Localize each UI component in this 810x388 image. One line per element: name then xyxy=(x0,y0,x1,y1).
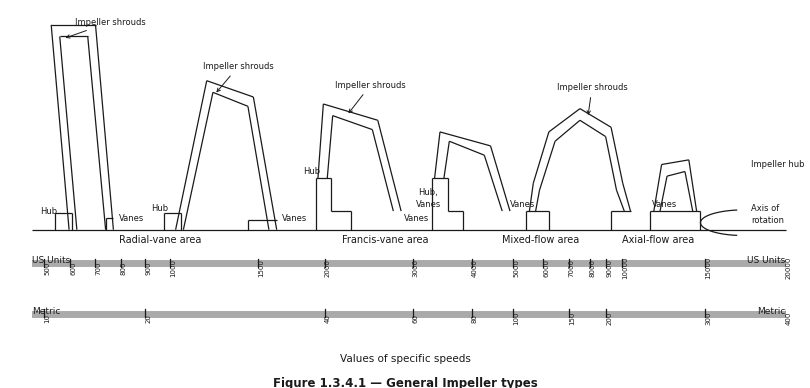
Text: 500: 500 xyxy=(45,262,50,275)
Text: 8000: 8000 xyxy=(590,259,596,277)
Text: Hub: Hub xyxy=(40,207,58,216)
Text: 7000: 7000 xyxy=(569,259,575,277)
Text: Impeller shrouds: Impeller shrouds xyxy=(335,81,406,113)
Text: 100: 100 xyxy=(513,312,519,326)
Text: 4000: 4000 xyxy=(471,259,478,277)
Text: US Units: US Units xyxy=(32,256,70,265)
Text: Mixed-flow area: Mixed-flow area xyxy=(502,235,580,245)
Text: Impeller shrouds: Impeller shrouds xyxy=(202,62,274,92)
Text: 2000: 2000 xyxy=(325,259,330,277)
Text: 1500: 1500 xyxy=(258,259,264,277)
Text: Axis of: Axis of xyxy=(751,204,779,213)
Text: Hub: Hub xyxy=(303,167,320,176)
Text: 40: 40 xyxy=(325,314,330,323)
Text: rotation: rotation xyxy=(751,216,784,225)
Text: Vanes: Vanes xyxy=(652,200,677,209)
Text: 15000: 15000 xyxy=(705,257,711,279)
Text: 300: 300 xyxy=(705,312,711,326)
Text: Vanes: Vanes xyxy=(282,214,307,223)
Text: 200: 200 xyxy=(607,312,612,325)
Text: 10: 10 xyxy=(45,314,50,323)
Text: 60: 60 xyxy=(413,314,419,323)
Text: 800: 800 xyxy=(121,262,126,275)
Text: 700: 700 xyxy=(95,262,101,275)
Text: US Units: US Units xyxy=(748,256,786,265)
Text: Figure 1.3.4.1 — General Impeller types: Figure 1.3.4.1 — General Impeller types xyxy=(273,377,537,388)
Text: Impeller hub: Impeller hub xyxy=(751,160,804,169)
Text: 10000: 10000 xyxy=(622,257,629,279)
Text: Vanes: Vanes xyxy=(403,214,428,223)
Text: Impeller shrouds: Impeller shrouds xyxy=(66,18,145,38)
Text: 9000: 9000 xyxy=(607,259,612,277)
Text: 600: 600 xyxy=(70,262,76,275)
Text: 1000: 1000 xyxy=(170,259,177,277)
Text: 150: 150 xyxy=(569,312,575,325)
Text: 6000: 6000 xyxy=(544,259,549,277)
Text: 20: 20 xyxy=(146,314,151,323)
Text: Hub,: Hub, xyxy=(419,188,438,197)
Text: Hub: Hub xyxy=(151,204,168,213)
Text: 3000: 3000 xyxy=(413,259,419,277)
Text: 20000: 20000 xyxy=(786,257,791,279)
Text: Axial-flow area: Axial-flow area xyxy=(621,235,694,245)
Text: Impeller shrouds: Impeller shrouds xyxy=(556,83,628,114)
Text: Francis-vane area: Francis-vane area xyxy=(343,235,428,245)
Text: Vanes: Vanes xyxy=(119,214,144,223)
Text: Radial-vane area: Radial-vane area xyxy=(119,235,201,245)
Text: Vanes: Vanes xyxy=(416,200,441,209)
Text: 400: 400 xyxy=(786,312,791,325)
Text: 80: 80 xyxy=(471,314,478,323)
Text: 5000: 5000 xyxy=(513,259,519,277)
Text: Metric: Metric xyxy=(32,307,61,315)
Text: Metric: Metric xyxy=(757,307,786,315)
Text: Values of specific speeds: Values of specific speeds xyxy=(339,354,471,364)
Text: 900: 900 xyxy=(146,262,151,275)
Text: Vanes: Vanes xyxy=(510,200,535,209)
